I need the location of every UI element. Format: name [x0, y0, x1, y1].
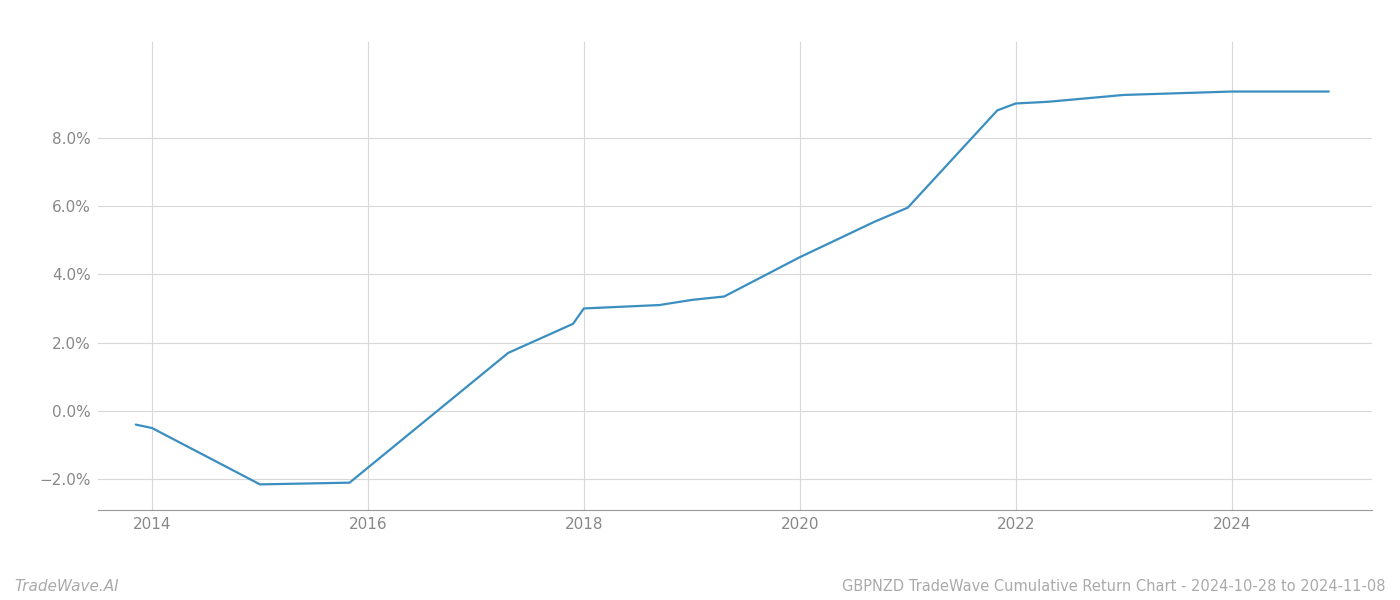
Text: GBPNZD TradeWave Cumulative Return Chart - 2024-10-28 to 2024-11-08: GBPNZD TradeWave Cumulative Return Chart…: [843, 579, 1386, 594]
Text: TradeWave.AI: TradeWave.AI: [14, 579, 119, 594]
